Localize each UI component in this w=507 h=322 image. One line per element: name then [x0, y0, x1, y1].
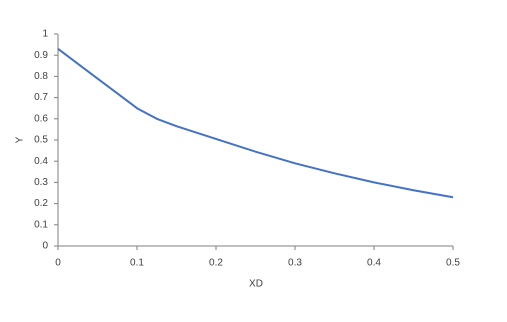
y-tick-label: 0.6 — [34, 113, 48, 124]
x-tick-label: 0.1 — [130, 258, 144, 269]
x-tick-label: 0.3 — [288, 258, 302, 269]
y-tick-label: 1 — [42, 29, 48, 40]
x-tick-label: 0.4 — [367, 258, 381, 269]
y-tick-label: 0.3 — [34, 177, 48, 188]
y-tick-label: 0.1 — [34, 219, 48, 230]
y-tick-label: 0.9 — [34, 50, 48, 61]
y-tick-label: 0.2 — [34, 198, 48, 209]
y-tick-label: 0.7 — [34, 92, 48, 103]
x-tick-label: 0.5 — [446, 258, 460, 269]
x-axis-label: XD — [249, 279, 263, 290]
x-tick-label: 0.2 — [209, 258, 223, 269]
x-tick-label: 0 — [55, 258, 61, 269]
y-tick-label: 0.5 — [34, 135, 48, 146]
y-tick-label: 0.8 — [34, 71, 48, 82]
y-tick-label: 0.4 — [34, 156, 48, 167]
y-axis-label: Y — [15, 136, 26, 143]
y-tick-label: 0 — [42, 241, 48, 252]
data-line — [57, 48, 454, 199]
